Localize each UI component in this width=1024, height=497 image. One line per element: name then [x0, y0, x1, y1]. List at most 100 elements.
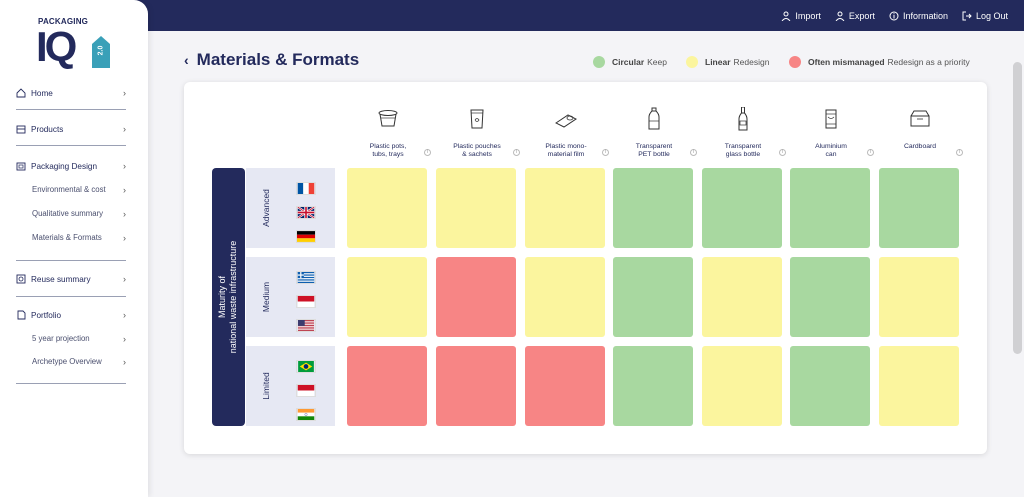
matrix-cell[interactable] — [525, 168, 605, 248]
column-header-plastic-pouches: Plastic pouches & sachets i — [436, 107, 520, 158]
matrix-cell[interactable] — [879, 346, 959, 426]
matrix-cell[interactable] — [790, 257, 870, 337]
info-icon[interactable]: i — [779, 149, 786, 156]
matrix-cell[interactable] — [613, 257, 693, 337]
packaging-iq-logo[interactable]: PACKAGING IQ 2.0 — [30, 14, 115, 70]
matrix-cell[interactable] — [613, 168, 693, 248]
packaging-design-icon — [16, 162, 26, 171]
sidebar-subitem-label: Archetype Overview — [32, 357, 102, 366]
column-label: Plastic pouches & sachets — [436, 143, 518, 159]
sidebar-subitem-label: 5 year projection — [32, 334, 90, 343]
sidebar-subitem-archetype-overview[interactable]: Archetype Overview › — [32, 357, 126, 367]
matrix-cell[interactable] — [347, 257, 427, 337]
information-button[interactable]: Information — [889, 11, 948, 21]
export-button[interactable]: Export — [835, 11, 875, 21]
legend-circular-bold: Circular — [612, 57, 645, 67]
sidebar-subitem-materials-formats[interactable]: Materials & Formats › — [32, 233, 126, 243]
legend-mismanaged: Often mismanaged Redesign as a priority — [789, 56, 970, 68]
sidebar-subitem-environmental-cost[interactable]: Environmental & cost › — [32, 185, 126, 195]
sidebar-item-reuse-summary[interactable]: Reuse summary › — [16, 274, 126, 284]
sidebar-subitem-5-year-projection[interactable]: 5 year projection › — [32, 334, 126, 344]
back-chevron-icon[interactable]: ‹ — [184, 52, 189, 68]
top-bar — [0, 0, 1024, 31]
matrix-cell[interactable] — [436, 168, 516, 248]
sidebar-item-home[interactable]: Home › — [16, 88, 126, 98]
matrix-cell[interactable] — [879, 257, 959, 337]
waste-infrastructure-axis — [212, 168, 245, 426]
info-icon[interactable]: i — [513, 149, 520, 156]
sidebar-item-portfolio[interactable]: Portfolio › — [16, 310, 126, 320]
matrix-cell[interactable] — [436, 346, 516, 426]
sidebar-subitem-qualitative-summary[interactable]: Qualitative summary › — [32, 209, 126, 219]
column-label-line2: tubs, trays — [372, 151, 404, 158]
row-header-advanced: Advanced — [246, 168, 335, 248]
france-flag-icon — [296, 182, 316, 195]
chevron-right-icon: › — [123, 124, 126, 134]
logout-icon — [962, 11, 972, 20]
row-name-text: Advanced — [261, 189, 271, 227]
logout-label: Log Out — [975, 10, 1008, 21]
matrix-cell[interactable] — [790, 346, 870, 426]
sidebar-divider — [16, 145, 126, 146]
matrix-cell[interactable] — [702, 257, 782, 337]
sidebar-item-packaging-design[interactable]: Packaging Design › — [16, 161, 126, 171]
import-button[interactable]: Import — [781, 11, 821, 21]
matrix-cell[interactable] — [347, 168, 427, 248]
sidebar-divider — [16, 296, 126, 297]
matrix-cell[interactable] — [613, 346, 693, 426]
column-header-aluminium-can: Aluminium can i — [790, 107, 874, 158]
logout-button[interactable]: Log Out — [962, 11, 1008, 21]
chevron-right-icon: › — [123, 233, 126, 243]
vertical-scrollbar[interactable] — [1013, 62, 1022, 354]
matrix-cell[interactable] — [702, 346, 782, 426]
indonesia-flag-icon — [296, 295, 316, 308]
matrix-cell[interactable] — [347, 346, 427, 426]
home-icon — [16, 88, 26, 98]
flag-group — [296, 182, 317, 254]
circular-dot-icon — [593, 56, 605, 68]
matrix-cell[interactable] — [436, 257, 516, 337]
export-icon — [835, 11, 845, 21]
matrix-cell[interactable] — [879, 168, 959, 248]
matrix-cell[interactable] — [790, 168, 870, 248]
info-icon[interactable]: i — [867, 149, 874, 156]
matrix-cell[interactable] — [525, 257, 605, 337]
info-icon — [889, 11, 899, 20]
row-name-text: Medium — [261, 281, 271, 313]
aluminium-can-icon — [825, 109, 837, 129]
info-icon[interactable]: i — [690, 149, 697, 156]
greece-flag-icon — [296, 271, 316, 284]
info-icon[interactable]: i — [602, 149, 609, 156]
legend-circular-text: Keep — [647, 57, 667, 67]
chevron-right-icon: › — [123, 274, 126, 284]
uk-flag-icon — [296, 206, 316, 219]
info-icon[interactable]: i — [424, 149, 431, 156]
legend-mismanaged-bold: Often mismanaged — [808, 57, 885, 67]
info-icon[interactable]: i — [956, 149, 963, 156]
legend-circular: Circular Keep — [593, 56, 667, 68]
row-header-medium: Medium — [246, 257, 335, 337]
pouch-icon — [470, 109, 484, 129]
page-title-text: Materials & Formats — [196, 50, 360, 69]
matrix-cell[interactable] — [525, 346, 605, 426]
matrix-card: Plastic pots, tubs, trays i Plastic pouch… — [184, 82, 987, 454]
export-label: Export — [848, 10, 875, 21]
reuse-icon — [16, 274, 26, 284]
column-label-line2: glass bottle — [725, 151, 761, 158]
row-header-limited: Limited — [246, 346, 335, 426]
sidebar-item-label: Products — [31, 124, 64, 134]
sidebar-item-products[interactable]: Products › — [16, 124, 126, 134]
column-header-cardboard: Cardboard i — [879, 107, 963, 156]
legend-linear-bold: Linear — [705, 57, 731, 67]
plastic-pot-icon — [378, 110, 398, 127]
logo-version: 2.0 — [97, 45, 105, 56]
column-header-plastic-pots: Plastic pots, tubs, trays i — [347, 107, 431, 158]
information-label: Information — [902, 10, 948, 21]
india-flag-icon — [296, 408, 316, 421]
column-label-line1: Transparent — [635, 143, 673, 150]
legend-linear-text: Redesign — [733, 57, 770, 67]
legend-linear: Linear Redesign — [686, 56, 769, 68]
matrix-cell[interactable] — [702, 168, 782, 248]
column-label: Plastic mono-material film — [525, 143, 607, 159]
products-icon — [16, 125, 26, 134]
